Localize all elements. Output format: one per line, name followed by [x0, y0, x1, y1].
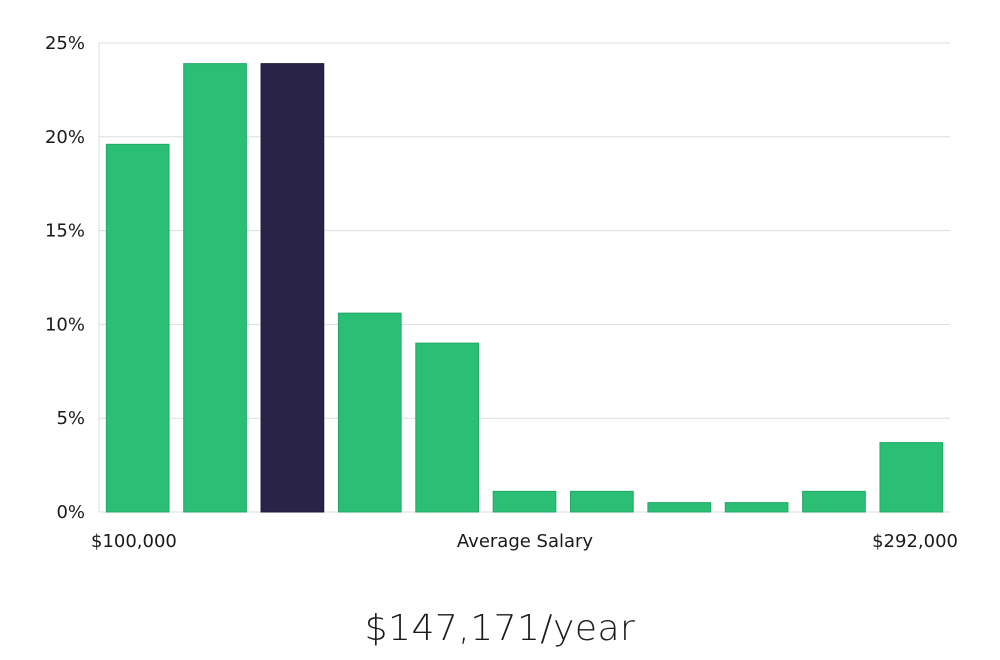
bar [570, 490, 634, 513]
bars [105, 63, 944, 513]
x-min-label: $100,000 [91, 531, 177, 552]
bar [105, 143, 170, 513]
x-axis-title: Average Salary [457, 531, 594, 552]
bar [647, 502, 712, 513]
salary-histogram: 0% 5% 10% 15% 20% 25% $100,000 Average Salary… [45, 33, 958, 552]
y-tick-label: 15% [45, 221, 85, 242]
bar [415, 342, 479, 513]
average-salary-value: $147,171/year [364, 608, 636, 649]
y-tick-label: 10% [45, 314, 85, 335]
y-tick-label: 25% [45, 33, 85, 54]
y-tick-label: 20% [45, 127, 85, 148]
x-max-label: $292,000 [872, 531, 958, 552]
bar [492, 490, 557, 513]
bar [183, 63, 247, 513]
y-tick-label: 0% [56, 502, 85, 523]
bar [879, 442, 944, 513]
bar-highlighted [260, 63, 325, 513]
bar [337, 312, 402, 513]
y-tick-label: 5% [56, 408, 85, 429]
y-axis-ticks: 0% 5% 10% 15% 20% 25% [45, 33, 85, 523]
bar [802, 490, 866, 513]
bar [724, 502, 789, 513]
